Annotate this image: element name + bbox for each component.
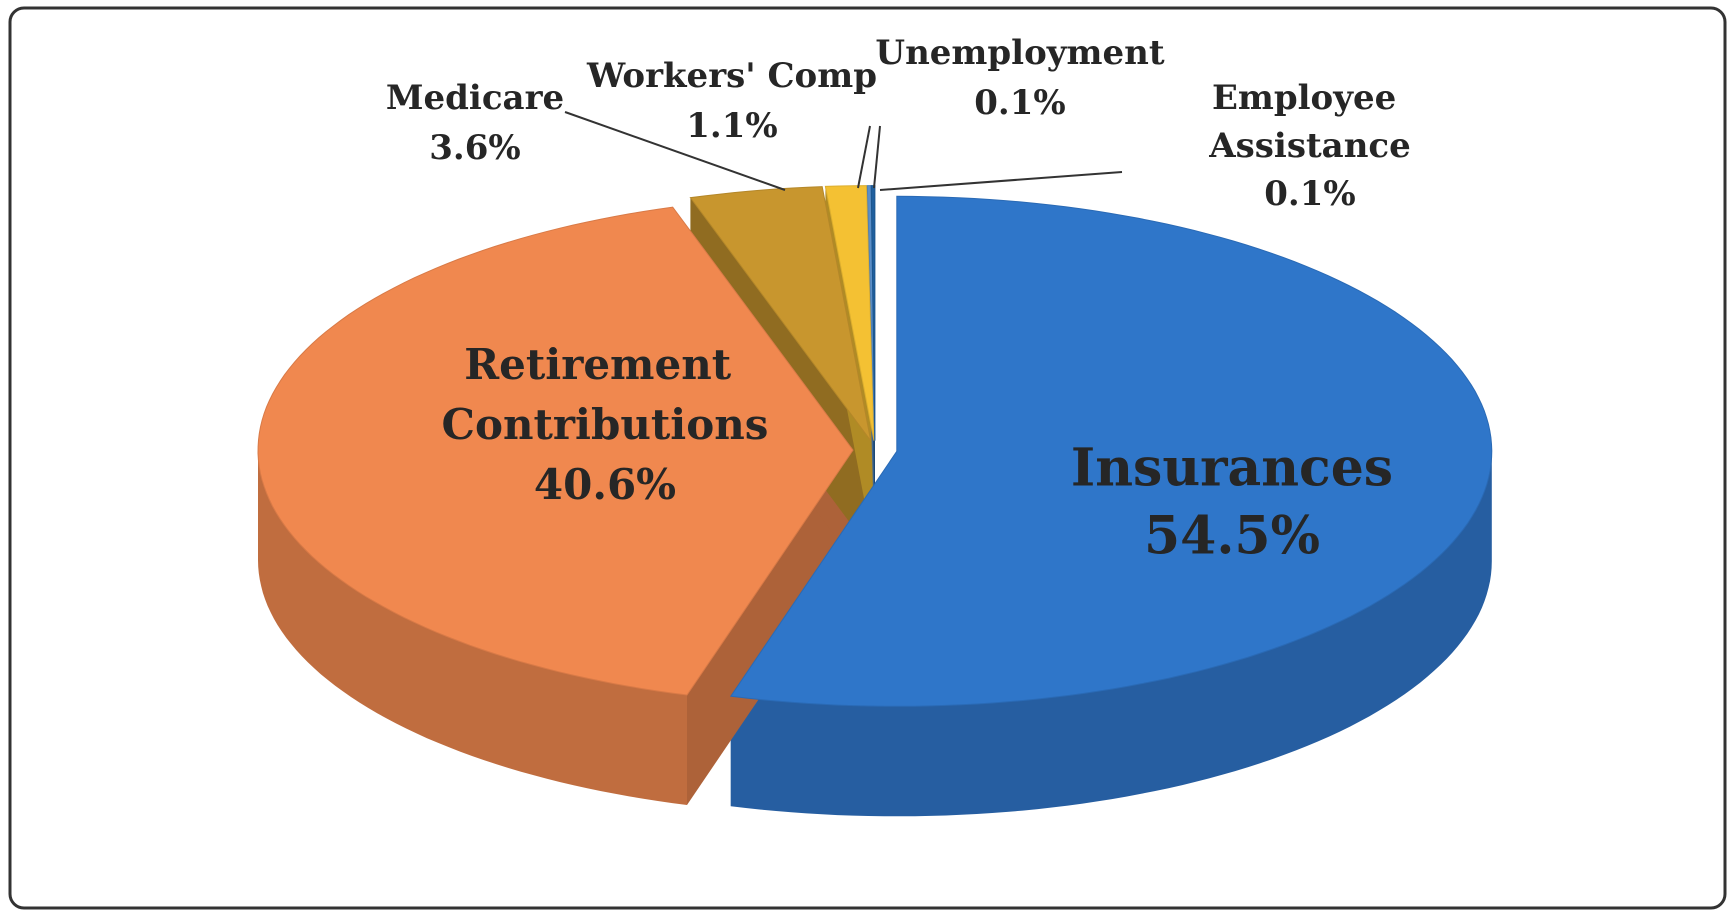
slice (824, 185, 875, 441)
leader-line (564, 111, 786, 191)
value-label: 40.6% (534, 460, 676, 509)
slice-side (258, 450, 687, 805)
leader-line (879, 171, 1123, 191)
slice-label: Workers' Comp (586, 56, 877, 96)
slice (729, 195, 1493, 707)
slice-label: Employee Assistance (1208, 78, 1411, 166)
value-label: 0.1% (1264, 174, 1355, 214)
value-label: 3.6% (429, 128, 520, 168)
slice-label: Unemployment (875, 33, 1164, 73)
slice-side (730, 451, 1492, 817)
slice-label: Retirement Contributions (442, 340, 769, 449)
slice (689, 186, 872, 441)
slice (870, 185, 876, 441)
slice-label: Medicare (386, 78, 564, 118)
leader-line (873, 125, 881, 189)
slice-cut-face (687, 450, 853, 805)
value-label: 54.5% (1144, 506, 1320, 567)
value-label: 1.1% (686, 106, 777, 146)
slice-label: Insurances (1071, 438, 1393, 499)
slice (257, 206, 854, 696)
leader-line (857, 125, 871, 189)
value-label: 0.1% (974, 83, 1065, 123)
